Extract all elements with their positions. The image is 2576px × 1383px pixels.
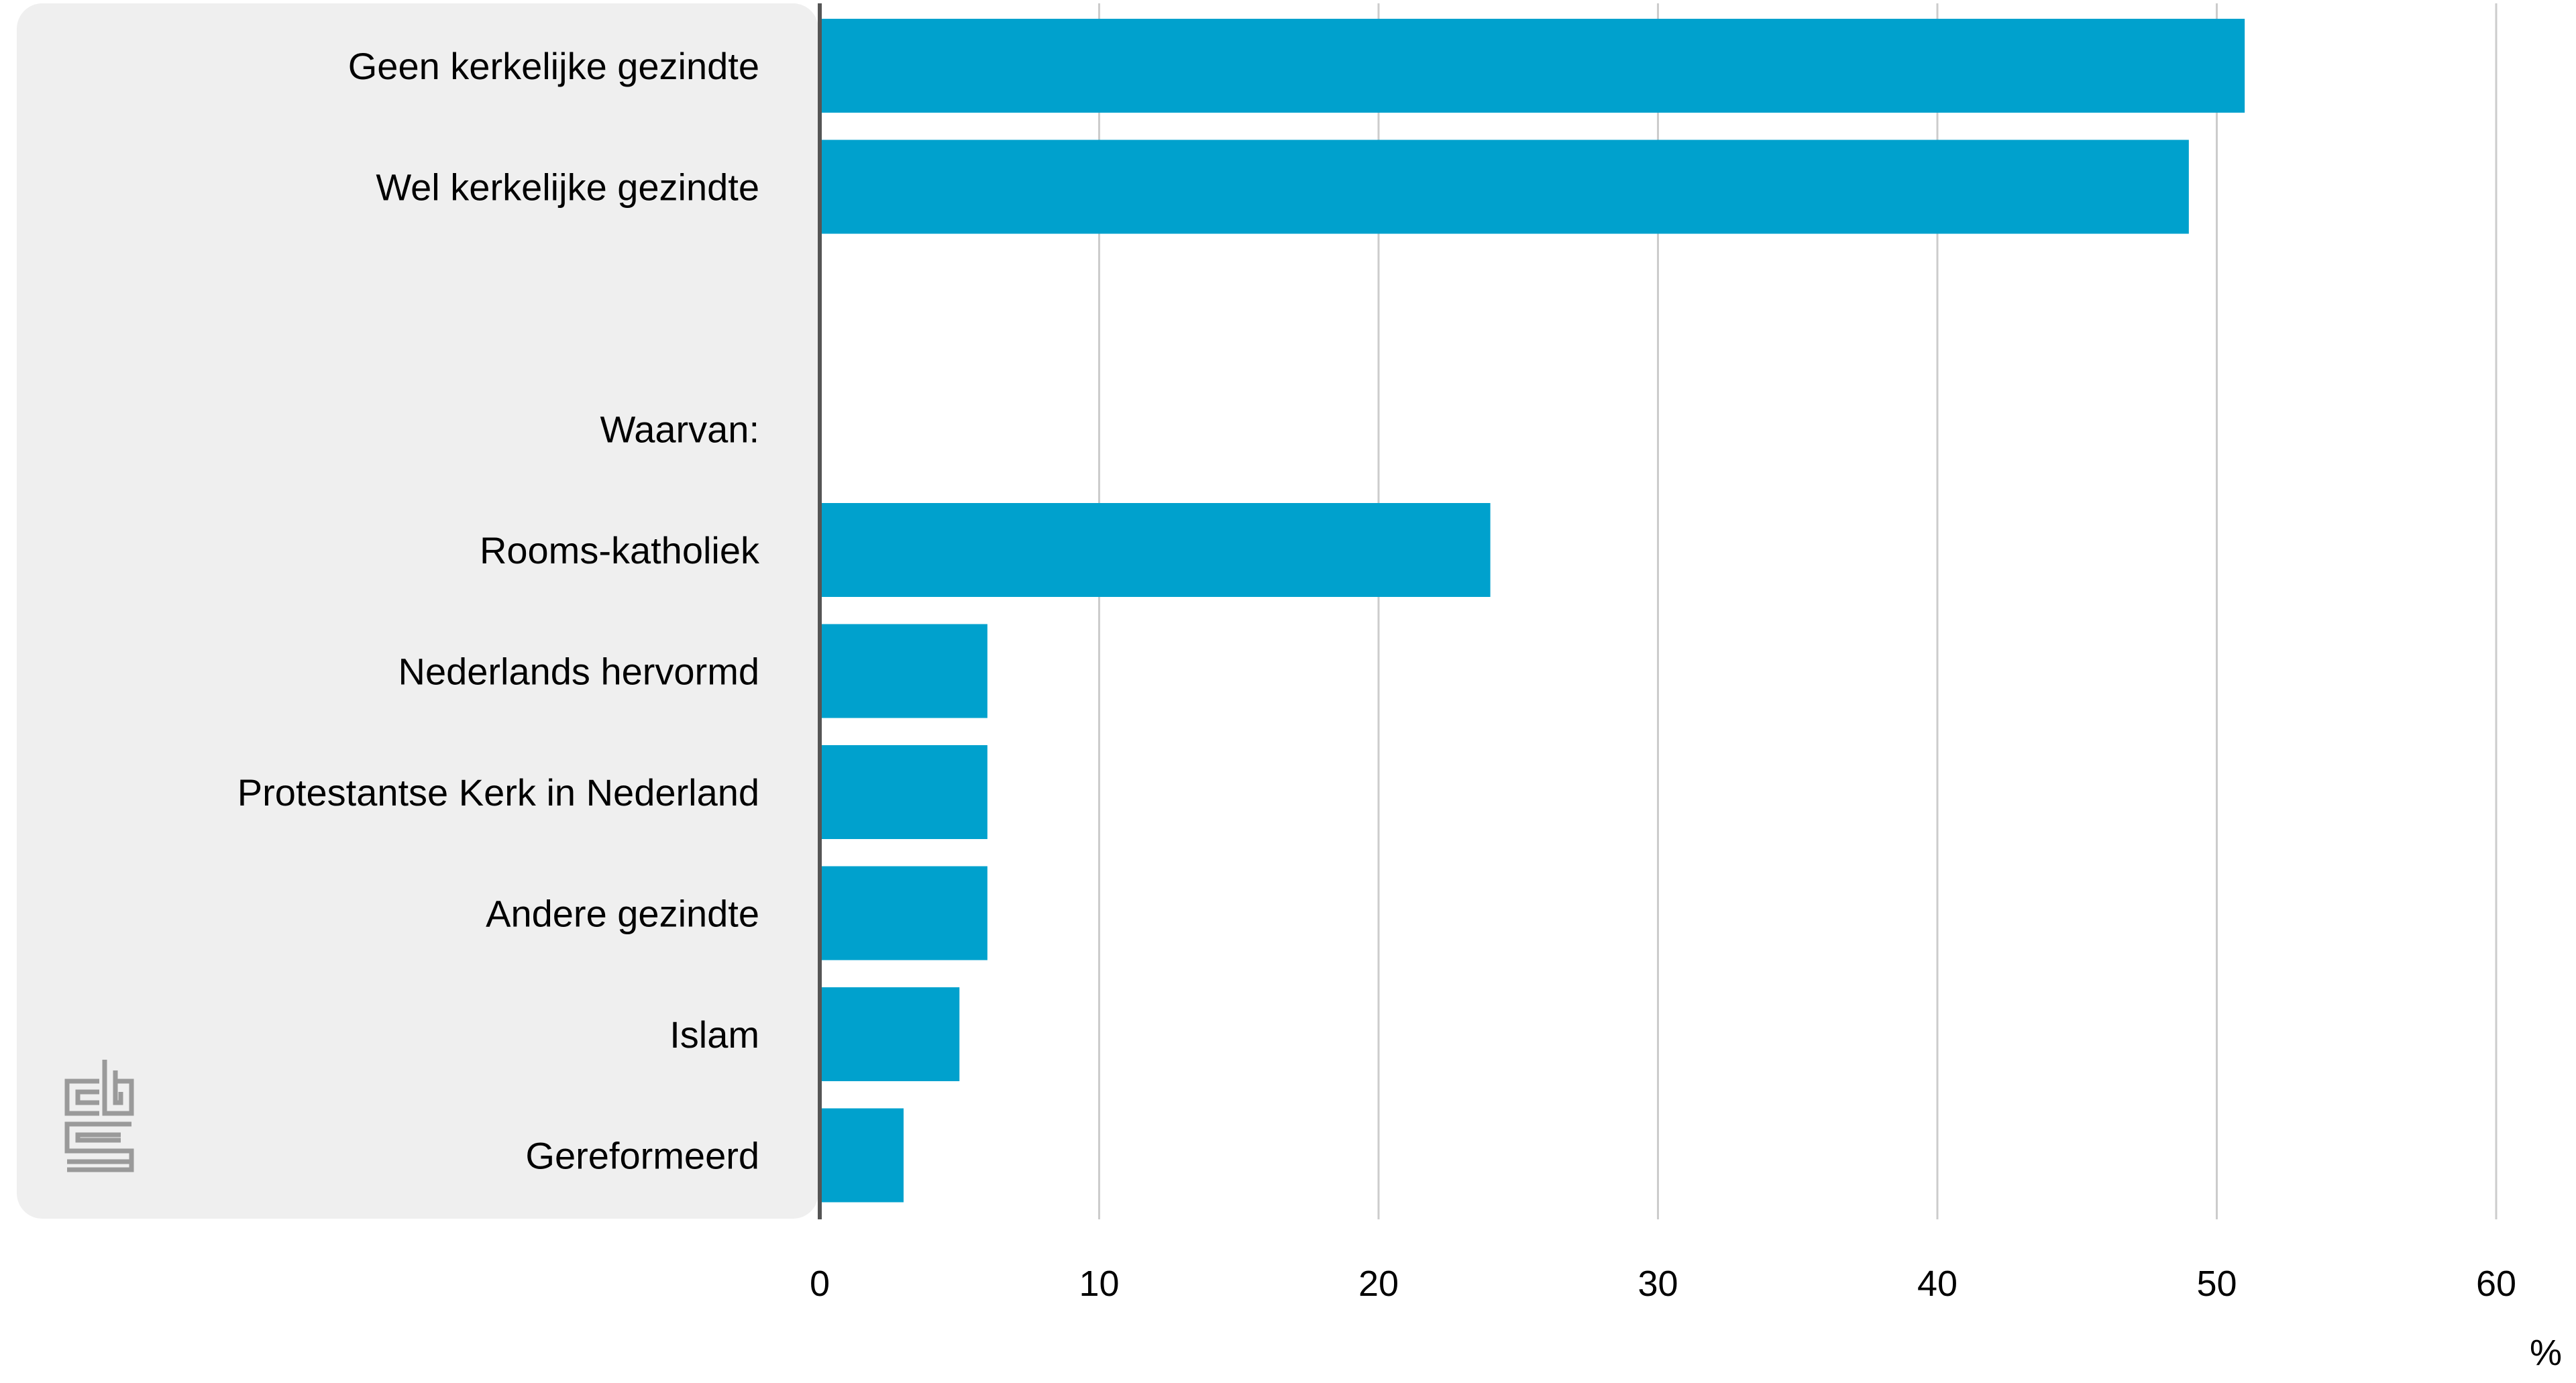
category-label: Rooms-katholiek — [480, 529, 760, 571]
x-tick-label-50: 50 — [2196, 1264, 2237, 1304]
category-label: Wel kerkelijke gezindte — [376, 166, 759, 209]
category-label: Gereformeerd — [525, 1135, 759, 1177]
bars — [820, 19, 2245, 1203]
category-label: Protestantse Kerk in Nederland — [237, 771, 759, 814]
bar-andere-gezindte — [820, 866, 987, 960]
bar-protestantse-kerk-in-nederland — [820, 745, 987, 839]
cbs-logo — [64, 1060, 134, 1172]
logo-stroke — [64, 1078, 99, 1116]
category-label: Waarvan: — [600, 408, 759, 451]
category-label: Nederlands hervormd — [398, 651, 759, 693]
x-tick-label-60: 60 — [2476, 1264, 2516, 1304]
x-unit-label: % — [2530, 1333, 2562, 1373]
category-labels: Geen kerkelijke gezindte Wel kerkelijke g… — [237, 45, 760, 1177]
logo-stroke — [102, 1060, 134, 1116]
logo-stroke — [64, 1121, 134, 1172]
bar-nederlands-hervormd — [820, 624, 987, 718]
x-tick-label-30: 30 — [1638, 1264, 1678, 1304]
category-label: Andere gezindte — [486, 893, 759, 935]
x-tick-label-20: 20 — [1358, 1264, 1399, 1304]
logo-stroke — [75, 1132, 121, 1143]
logo-stroke — [75, 1089, 99, 1105]
gridlines — [1098, 3, 2498, 1219]
logo-stroke — [113, 1070, 123, 1105]
bar-islam — [820, 987, 960, 1081]
bar-geen-kerkelijke-gezindte — [820, 19, 2245, 113]
x-tick-label-10: 10 — [1079, 1264, 1119, 1304]
x-tick-label-40: 40 — [1917, 1264, 1957, 1304]
bar-wel-kerkelijke-gezindte — [820, 140, 2189, 234]
bar-gereformeerd — [820, 1108, 904, 1203]
label-panel — [17, 3, 818, 1219]
bar-rooms-katholiek — [820, 503, 1491, 597]
category-label: Geen kerkelijke gezindte — [348, 45, 759, 87]
x-tick-label-0: 0 — [810, 1264, 830, 1304]
category-label: Islam — [669, 1013, 759, 1056]
x-tick-labels: 0 10 20 30 40 50 60 — [810, 1264, 2516, 1304]
